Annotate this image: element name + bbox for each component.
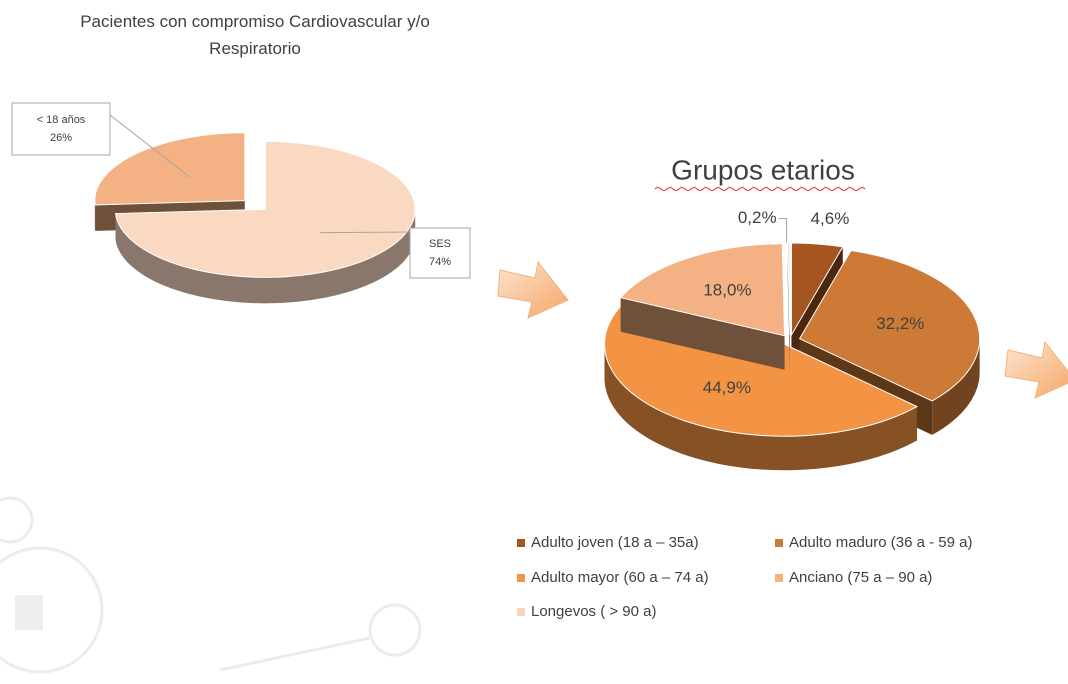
- background-decoration: [0, 496, 422, 674]
- leader-line: [109, 114, 191, 178]
- data-label: 74%: [429, 256, 451, 268]
- slice-top: [787, 242, 791, 335]
- label-box: [409, 227, 471, 279]
- chart-title: Pacientes con compromiso Cardiovascular …: [80, 12, 430, 58]
- data-label: 0,2%: [738, 208, 777, 227]
- data-label: SES: [429, 238, 451, 250]
- legend-swatch: [775, 574, 783, 582]
- slice-side: [115, 209, 416, 304]
- slice-top: [790, 242, 844, 337]
- data-label: < 18 años: [37, 114, 86, 126]
- data-label: 32,2%: [876, 314, 924, 333]
- legend-label: Longevos ( > 90 a): [531, 603, 657, 620]
- label-box: [11, 102, 111, 156]
- data-label: 4,6%: [811, 209, 850, 228]
- slice-top: [619, 243, 786, 337]
- data-label: 18,0%: [703, 281, 751, 300]
- legend-swatch: [517, 574, 525, 582]
- slice-top: [798, 249, 981, 402]
- legend-label: Adulto maduro (36 a - 59 a): [789, 534, 972, 551]
- arrow: [1004, 340, 1068, 399]
- pie-slice: [114, 140, 416, 304]
- legend-swatch: [517, 539, 525, 547]
- arrow: [497, 260, 569, 319]
- slice-side: [932, 338, 980, 435]
- slice-top: [114, 140, 416, 278]
- slice-side: [604, 344, 917, 471]
- leader-line: [319, 231, 411, 234]
- data-label: 44,9%: [703, 378, 751, 397]
- data-label: 26%: [50, 132, 72, 144]
- legend-label: Adulto mayor (60 a – 74 a): [531, 569, 709, 586]
- slice-top: [94, 132, 246, 206]
- legend-label: Anciano (75 a – 90 a): [789, 569, 932, 586]
- pie-slice: [619, 243, 786, 370]
- leader-line: [778, 217, 788, 243]
- legend-swatch: [775, 539, 783, 547]
- spell-underline: [654, 187, 866, 191]
- legend-label: Adulto joven (18 a – 35a): [531, 534, 699, 551]
- slice-wall: [620, 297, 785, 370]
- chart-title: Grupos etarios: [671, 154, 855, 185]
- legend-swatch: [517, 608, 525, 616]
- pie-slice: [787, 242, 791, 369]
